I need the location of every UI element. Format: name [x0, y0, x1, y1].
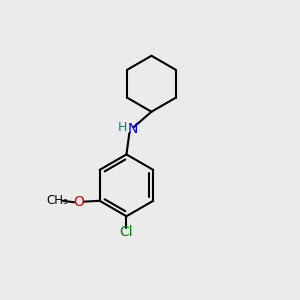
Text: O: O: [73, 195, 84, 209]
Text: N: N: [128, 122, 138, 136]
Text: Cl: Cl: [120, 225, 133, 239]
Text: CH₃: CH₃: [46, 194, 68, 207]
Text: H: H: [117, 122, 127, 134]
